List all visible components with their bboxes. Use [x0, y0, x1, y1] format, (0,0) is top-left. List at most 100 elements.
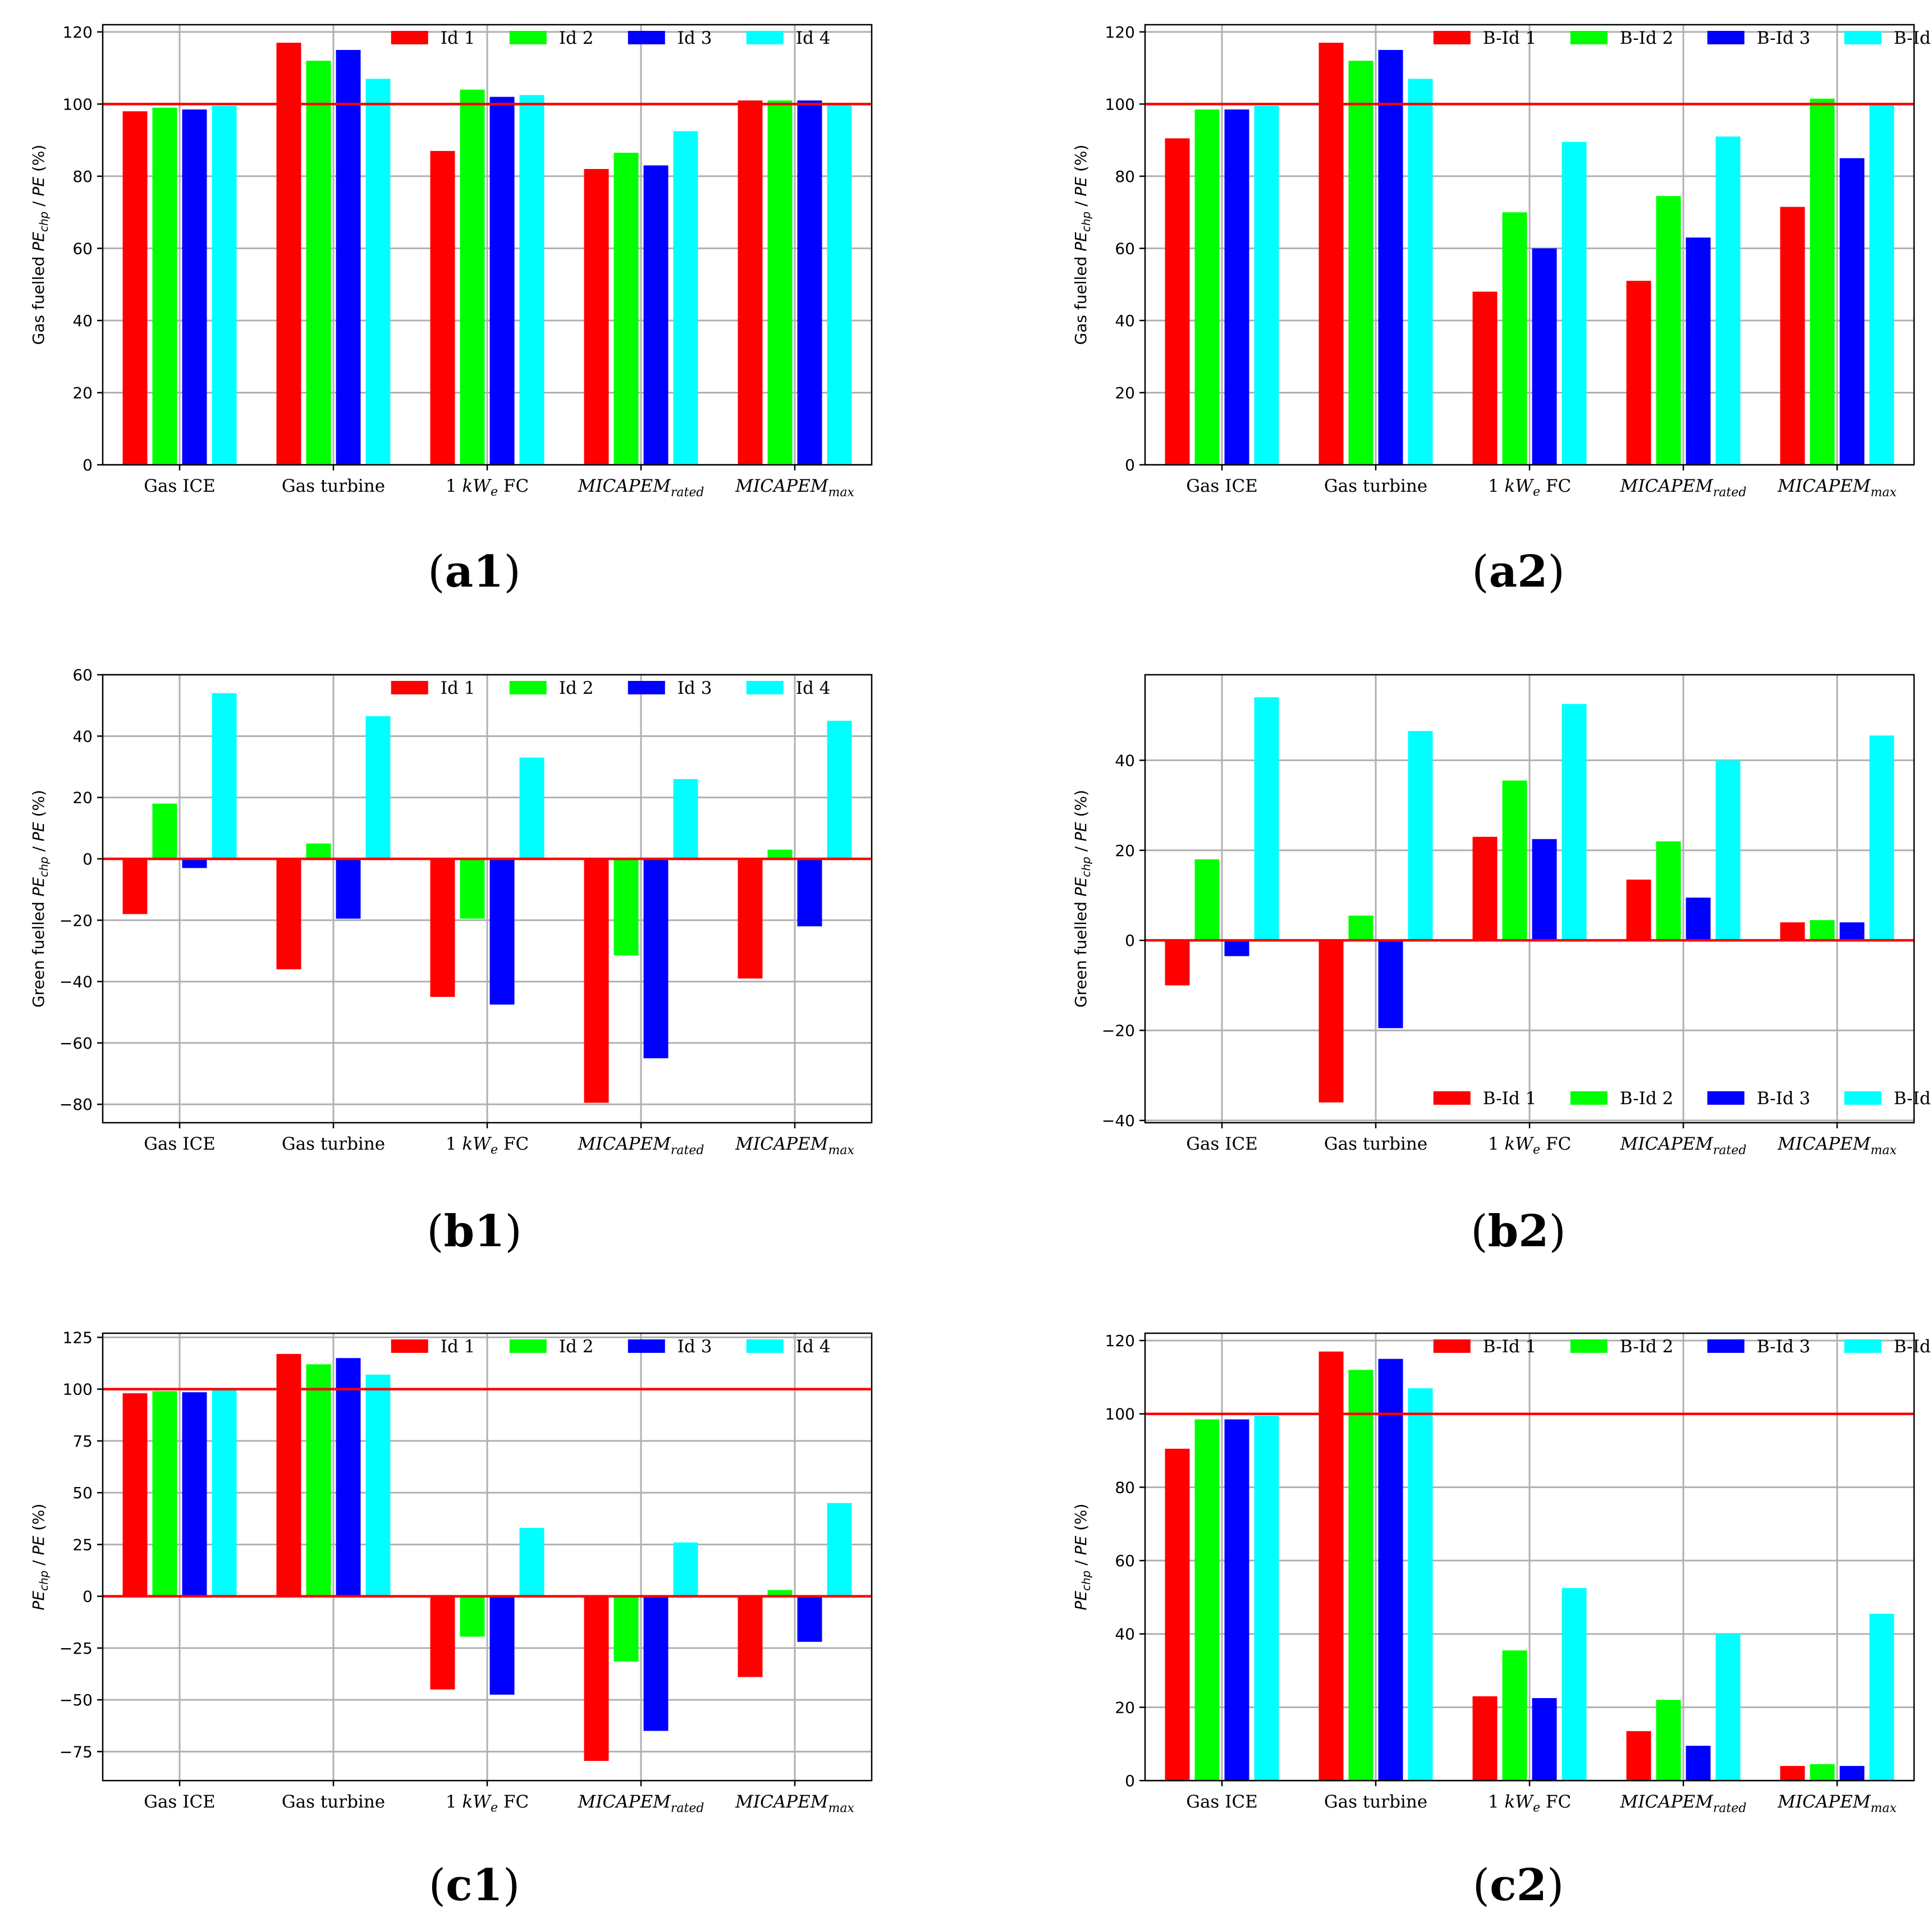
bar: [673, 131, 698, 465]
bar: [1472, 1696, 1498, 1781]
y-axis-label: Green fuelled PEchp / PE (%): [29, 790, 51, 1008]
panel-caption: (a2): [1472, 546, 1565, 597]
panel-caption: (b1): [427, 1206, 522, 1257]
y-tick-label: 80: [1115, 167, 1135, 186]
y-tick-label: 0: [1125, 1772, 1135, 1790]
bar: [1194, 859, 1220, 941]
bar: [1562, 704, 1587, 941]
legend-swatch: [1433, 1091, 1471, 1105]
legend-label: B-Id 2: [1620, 1337, 1674, 1357]
legend-label: B-Id 2: [1620, 1088, 1674, 1109]
y-tick-label: −75: [59, 1742, 93, 1761]
y-tick-label: 40: [72, 312, 93, 330]
legend-swatch: [628, 681, 665, 694]
x-tick-label: 1 kWe FC: [446, 1134, 529, 1157]
y-tick-label: 75: [72, 1432, 93, 1451]
legend-label: B-Id 4: [1894, 1337, 1932, 1357]
bar: [1472, 836, 1498, 941]
y-tick-label: 60: [1115, 1552, 1135, 1570]
y-tick-label: 20: [1115, 383, 1135, 402]
bar: [1656, 196, 1681, 465]
bar: [584, 169, 609, 465]
bar: [797, 1596, 822, 1642]
x-tick-label: 1 kWe FC: [446, 1792, 529, 1815]
bar: [1378, 49, 1403, 465]
bar: [276, 43, 301, 465]
bar: [1318, 940, 1344, 1102]
bar: [306, 843, 331, 859]
bar: [519, 757, 544, 859]
bar: [1656, 841, 1681, 941]
bar: [1318, 43, 1344, 465]
bar: [1532, 248, 1557, 465]
bar: [430, 1596, 455, 1690]
bar: [460, 1596, 485, 1637]
y-axis-label: Gas fuelled PEchp / PE (%): [1072, 145, 1093, 345]
legend: Id 1 Id 2 Id 3 Id 4: [391, 678, 830, 698]
bar: [460, 89, 485, 465]
bar: [1715, 760, 1741, 941]
bar: [519, 1527, 544, 1596]
chart-a2: 0 20 40 60 80 100 120 Gas ICE Gas turbine 1 kWe F…: [1072, 23, 1932, 597]
bar: [1532, 1698, 1557, 1781]
bar: [1194, 1419, 1220, 1781]
bar: [1686, 1745, 1711, 1781]
bar: [827, 1503, 852, 1596]
legend-swatch: [1433, 31, 1471, 44]
bar: [1656, 1700, 1681, 1781]
legend-swatch: [1707, 31, 1745, 44]
bar: [1378, 1358, 1403, 1781]
x-tick-label: Gas turbine: [1324, 476, 1427, 496]
bar: [1165, 138, 1190, 465]
bar: [767, 100, 793, 465]
legend-label: B-Id 3: [1757, 1337, 1811, 1357]
legend: B-Id 1 B-Id 2 B-Id 3 B-Id 4: [1433, 28, 1932, 48]
bar: [767, 1590, 793, 1596]
bar: [1408, 731, 1433, 941]
x-tick-label: 1 kWe FC: [446, 476, 529, 499]
legend-swatch: [391, 681, 428, 694]
bar: [1502, 780, 1527, 941]
x-tick-label: Gas ICE: [1186, 1792, 1258, 1812]
panel-caption: (b2): [1471, 1206, 1566, 1257]
panel-caption: (c1): [429, 1860, 520, 1911]
bar: [365, 1374, 391, 1596]
legend-swatch: [628, 1339, 665, 1353]
x-tick-label: Gas ICE: [144, 1792, 216, 1812]
x-tick-label: MICAPEMmax: [1777, 1134, 1897, 1158]
bar: [1715, 136, 1741, 465]
legend-label: Id 3: [677, 678, 712, 698]
y-tick-label: 60: [72, 666, 93, 684]
bar: [1780, 922, 1805, 941]
legend-swatch: [746, 31, 784, 44]
bar: [643, 1596, 669, 1731]
y-tick-label: 120: [1105, 1332, 1135, 1350]
bar: [1869, 735, 1894, 941]
legend-swatch: [391, 1339, 428, 1353]
bar: [1502, 212, 1527, 465]
legend-swatch: [391, 31, 428, 44]
bar: [336, 49, 361, 465]
legend-swatch: [1570, 1091, 1608, 1105]
bar: [738, 858, 763, 979]
y-tick-label: 100: [1105, 95, 1135, 113]
x-tick-label: 1 kWe FC: [1488, 1792, 1571, 1815]
bar: [306, 61, 331, 465]
bar: [1348, 1370, 1374, 1781]
bar: [643, 858, 669, 1059]
y-tick-label: −60: [59, 1034, 93, 1053]
y-tick-label: 25: [72, 1535, 93, 1554]
x-tick-label: MICAPEMmax: [735, 1792, 854, 1815]
bar: [1254, 106, 1279, 465]
y-axis-label: PEchp / PE (%): [29, 1503, 51, 1610]
y-axis-label: PEchp / PE (%): [1072, 1503, 1093, 1610]
y-tick-label: 40: [1115, 751, 1135, 770]
bar: [212, 106, 237, 465]
bar: [1348, 61, 1374, 465]
x-tick-label: Gas ICE: [144, 476, 216, 496]
x-tick-label: Gas ICE: [1186, 476, 1258, 496]
bar: [1839, 922, 1865, 941]
y-tick-label: 40: [1115, 312, 1135, 330]
x-tick-label: MICAPEMrated: [578, 1134, 704, 1158]
x-tick-label: Gas turbine: [282, 476, 385, 496]
